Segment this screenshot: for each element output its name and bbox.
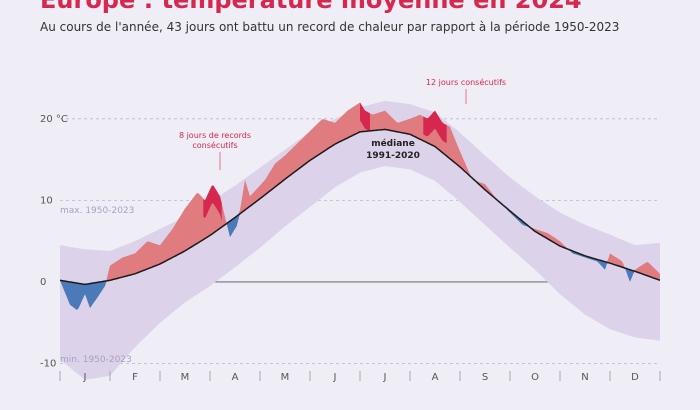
- month-label: M: [281, 372, 290, 383]
- records-summer-label: 12 jours consécutifs: [426, 77, 506, 87]
- median-label-period: 1991-2020: [366, 151, 420, 161]
- month-label: F: [132, 372, 138, 383]
- month-label: O: [531, 372, 539, 383]
- median-line-group: [59, 128, 661, 286]
- band-max-label: max. 1950-2023: [60, 206, 134, 216]
- month-label: D: [631, 372, 639, 383]
- month-label: J: [383, 372, 387, 383]
- anomaly-fills: [60, 102, 660, 310]
- record-days-area: [360, 102, 370, 132]
- month-label: A: [432, 372, 439, 383]
- month-label: M: [181, 372, 190, 383]
- historic-band: [60, 100, 660, 380]
- y-tick-label: 10: [40, 195, 53, 206]
- month-label: N: [581, 372, 588, 383]
- records-spring-label: 8 jours de records: [179, 131, 251, 140]
- historic-range-band: [60, 100, 660, 380]
- records-spring-label-2: consécutifs: [192, 140, 237, 150]
- y-tick-label: 0: [40, 277, 46, 288]
- band-min-label: min. 1950-2023: [60, 355, 132, 365]
- month-label: S: [482, 372, 488, 383]
- median-label: médiane: [371, 138, 415, 149]
- y-tick-label: 20 °C: [40, 114, 68, 125]
- record-days-area: [423, 110, 447, 144]
- x-axis: [59, 371, 661, 381]
- month-label: J: [333, 372, 337, 383]
- record-days-area: [203, 185, 222, 221]
- y-tick-label: -10: [40, 359, 56, 370]
- month-label: J: [83, 372, 87, 383]
- month-label: A: [232, 372, 239, 383]
- chart-subtitle: Au cours de l'année, 43 jours ont battu …: [40, 20, 620, 34]
- chart-title: Europe : température moyenne en 2024: [40, 0, 582, 14]
- median-line: [59, 128, 661, 286]
- warm-anomaly-area: [60, 102, 660, 285]
